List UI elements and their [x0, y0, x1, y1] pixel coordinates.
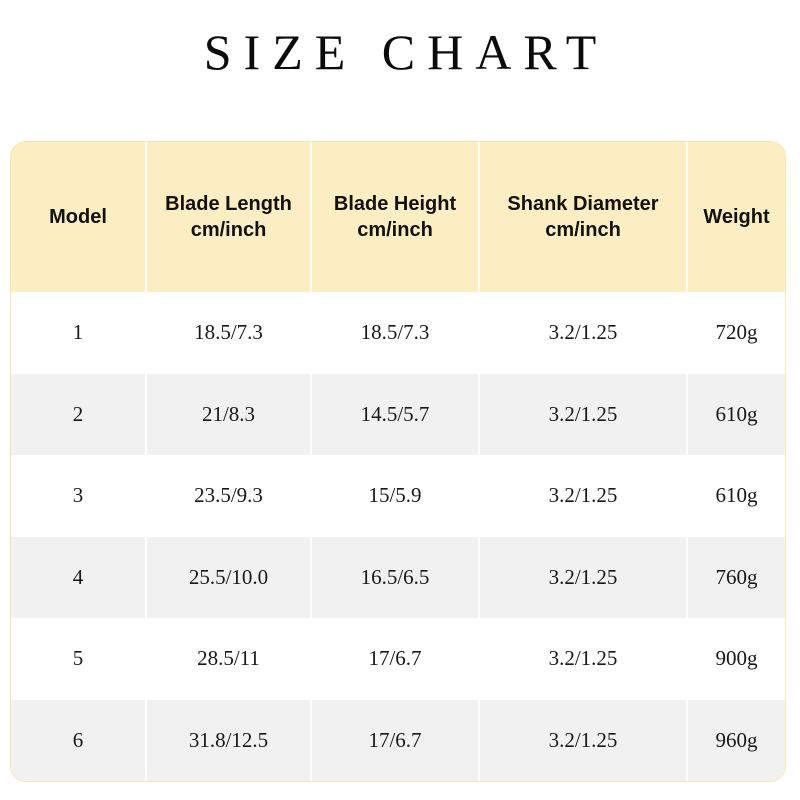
cell-model: 5 [11, 618, 147, 700]
cell-blade-length: 23.5/9.3 [146, 455, 312, 537]
cell-shank-diameter: 3.2/1.25 [479, 618, 688, 700]
cell-weight: 610g [687, 455, 785, 537]
cell-blade-length: 18.5/7.3 [146, 292, 312, 374]
column-header-blade-length-line1: Blade Length [165, 192, 292, 215]
column-header-weight: Weight [687, 142, 785, 292]
cell-model: 1 [11, 292, 147, 374]
table-row: 5 28.5/11 17/6.7 3.2/1.25 900g [11, 618, 785, 700]
table-row: 2 21/8.3 14.5/5.7 3.2/1.25 610g [11, 373, 785, 455]
column-header-blade-height-line1: Blade Height [333, 192, 457, 215]
column-header-blade-height-line2: cm/inch [357, 219, 433, 241]
size-chart-table: Model Blade Length cm/inch Blade Height … [11, 142, 785, 781]
cell-blade-height: 15/5.9 [311, 455, 480, 537]
cell-shank-diameter: 3.2/1.25 [479, 455, 688, 537]
column-header-blade-length-line2: cm/inch [190, 219, 267, 241]
table-row: 6 31.8/12.5 17/6.7 3.2/1.25 960g [11, 699, 785, 781]
table-row: 4 25.5/10.0 16.5/6.5 3.2/1.25 760g [11, 536, 785, 618]
cell-blade-height: 14.5/5.7 [311, 373, 480, 455]
table-row: 1 18.5/7.3 18.5/7.3 3.2/1.25 720g [11, 292, 785, 374]
cell-weight: 960g [687, 699, 785, 781]
column-header-blade-length: Blade Length cm/inch [146, 142, 312, 292]
cell-weight: 720g [687, 292, 785, 374]
column-header-model-line1: Model [49, 205, 107, 228]
column-header-shank-diameter-line1: Shank Diameter [507, 192, 659, 215]
table-body: 1 18.5/7.3 18.5/7.3 3.2/1.25 720g 2 21/8… [11, 292, 785, 781]
cell-blade-height: 16.5/6.5 [311, 536, 480, 618]
cell-weight: 610g [687, 373, 785, 455]
cell-weight: 760g [687, 536, 785, 618]
column-header-shank-diameter-line2: cm/inch [545, 219, 621, 241]
cell-shank-diameter: 3.2/1.25 [479, 536, 688, 618]
cell-shank-diameter: 3.2/1.25 [479, 699, 688, 781]
cell-model: 3 [11, 455, 147, 537]
size-chart-table-container: Model Blade Length cm/inch Blade Height … [10, 141, 786, 782]
cell-blade-length: 25.5/10.0 [146, 536, 312, 618]
column-header-blade-height: Blade Height cm/inch [311, 142, 480, 292]
column-header-weight-line1: Weight [703, 205, 770, 228]
cell-blade-height: 17/6.7 [311, 618, 480, 700]
cell-shank-diameter: 3.2/1.25 [479, 373, 688, 455]
cell-model: 6 [11, 699, 147, 781]
table-header: Model Blade Length cm/inch Blade Height … [11, 142, 785, 292]
column-header-shank-diameter: Shank Diameter cm/inch [479, 142, 688, 292]
cell-blade-height: 17/6.7 [311, 699, 480, 781]
cell-shank-diameter: 3.2/1.25 [479, 292, 688, 374]
page-title: SIZE CHART [203, 24, 609, 80]
cell-model: 2 [11, 373, 147, 455]
cell-weight: 900g [687, 618, 785, 700]
table-row: 3 23.5/9.3 15/5.9 3.2/1.25 610g [11, 455, 785, 537]
table-header-row: Model Blade Length cm/inch Blade Height … [11, 142, 785, 292]
cell-blade-height: 18.5/7.3 [311, 292, 480, 374]
cell-blade-length: 21/8.3 [146, 373, 312, 455]
cell-model: 4 [11, 536, 147, 618]
column-header-model: Model [11, 142, 147, 292]
cell-blade-length: 28.5/11 [146, 618, 312, 700]
cell-blade-length: 31.8/12.5 [146, 699, 312, 781]
